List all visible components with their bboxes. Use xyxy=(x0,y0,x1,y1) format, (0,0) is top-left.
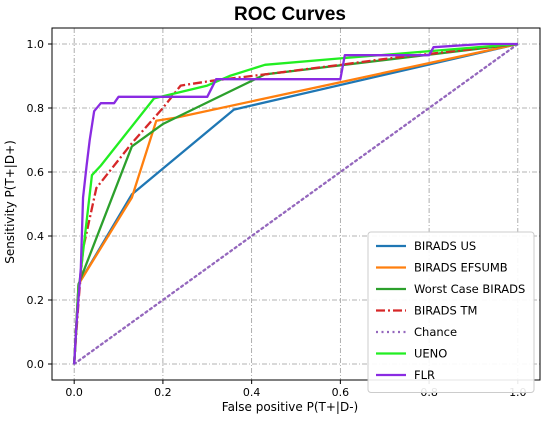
grid-lines xyxy=(52,28,540,380)
legend-label: BIRADS US xyxy=(414,239,476,253)
y-tick-label: 0.4 xyxy=(27,230,45,243)
chart-title: ROC Curves xyxy=(234,4,346,25)
x-tick-label: 0.6 xyxy=(332,386,350,399)
legend-label: BIRADS EFSUMB xyxy=(414,261,508,275)
legend-label: FLR xyxy=(414,368,435,382)
y-tick-label: 0.0 xyxy=(27,358,45,371)
y-tick-label: 0.6 xyxy=(27,166,45,179)
x-tick-label: 0.0 xyxy=(65,386,83,399)
y-axis-label: Sensitivity P(T+|D+) xyxy=(3,140,17,264)
x-axis-label: False positive P(T+|D-) xyxy=(222,400,358,414)
y-tick-label: 0.8 xyxy=(27,102,45,115)
series-line-ueno xyxy=(73,42,518,365)
series-group xyxy=(73,42,519,366)
y-tick-label: 1.0 xyxy=(27,38,45,51)
legend-label: UENO xyxy=(414,347,447,361)
legend-label: Chance xyxy=(414,325,457,339)
y-tick-label: 0.2 xyxy=(27,294,45,307)
legend-box xyxy=(367,231,535,393)
plot-frame xyxy=(51,27,541,381)
legend-label: BIRADS TM xyxy=(414,304,477,318)
legend-label: Worst Case BIRADS xyxy=(414,282,525,296)
x-tick-label: 0.2 xyxy=(154,386,172,399)
x-tick-label: 0.4 xyxy=(243,386,261,399)
series-line-flr xyxy=(73,42,518,365)
legend: BIRADS US BIRADS EFSUMB Worst Case BIRADS B… xyxy=(367,231,535,393)
series-line-chance xyxy=(73,42,519,366)
